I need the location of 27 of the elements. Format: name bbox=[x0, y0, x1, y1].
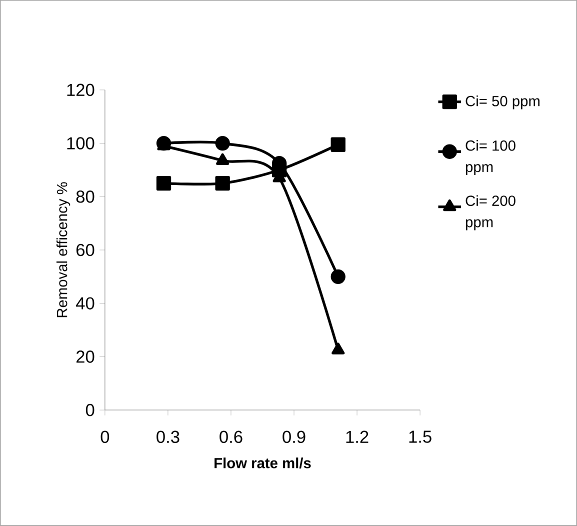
x-tick-label: 0.9 bbox=[282, 430, 306, 444]
y-tick-label: 20 bbox=[76, 350, 94, 363]
x-tick-label: 0.6 bbox=[220, 430, 242, 444]
y-axis-title: Removal efficency % bbox=[56, 182, 70, 318]
x-tick-label: 0.3 bbox=[156, 430, 180, 444]
y-tick-label: 80 bbox=[76, 190, 94, 203]
point bbox=[156, 176, 172, 191]
y-tick-label: 0 bbox=[86, 404, 94, 416]
x-tick-label: 0 bbox=[100, 430, 110, 444]
y-tick-label: 120 bbox=[67, 84, 94, 96]
point bbox=[156, 136, 172, 151]
legend-label: Ci= 50 ppm bbox=[466, 96, 540, 110]
point bbox=[215, 176, 230, 191]
y-tick-label: 100 bbox=[67, 137, 94, 150]
x-tick-label: 1.2 bbox=[346, 430, 368, 443]
point bbox=[272, 162, 287, 178]
point bbox=[330, 269, 346, 284]
point bbox=[332, 342, 345, 354]
point bbox=[216, 153, 230, 165]
y-tick-label: 60 bbox=[76, 244, 94, 256]
point bbox=[330, 137, 346, 152]
legend-label: Ci= 100 ppm bbox=[466, 140, 516, 176]
x-tick-label: 1.5 bbox=[409, 430, 432, 443]
point bbox=[215, 136, 230, 151]
legend-label: Ci= 200 ppm bbox=[466, 195, 516, 230]
y-tick-label: 40 bbox=[76, 297, 94, 310]
x-axis-title: Flow rate ml/s bbox=[214, 458, 311, 468]
